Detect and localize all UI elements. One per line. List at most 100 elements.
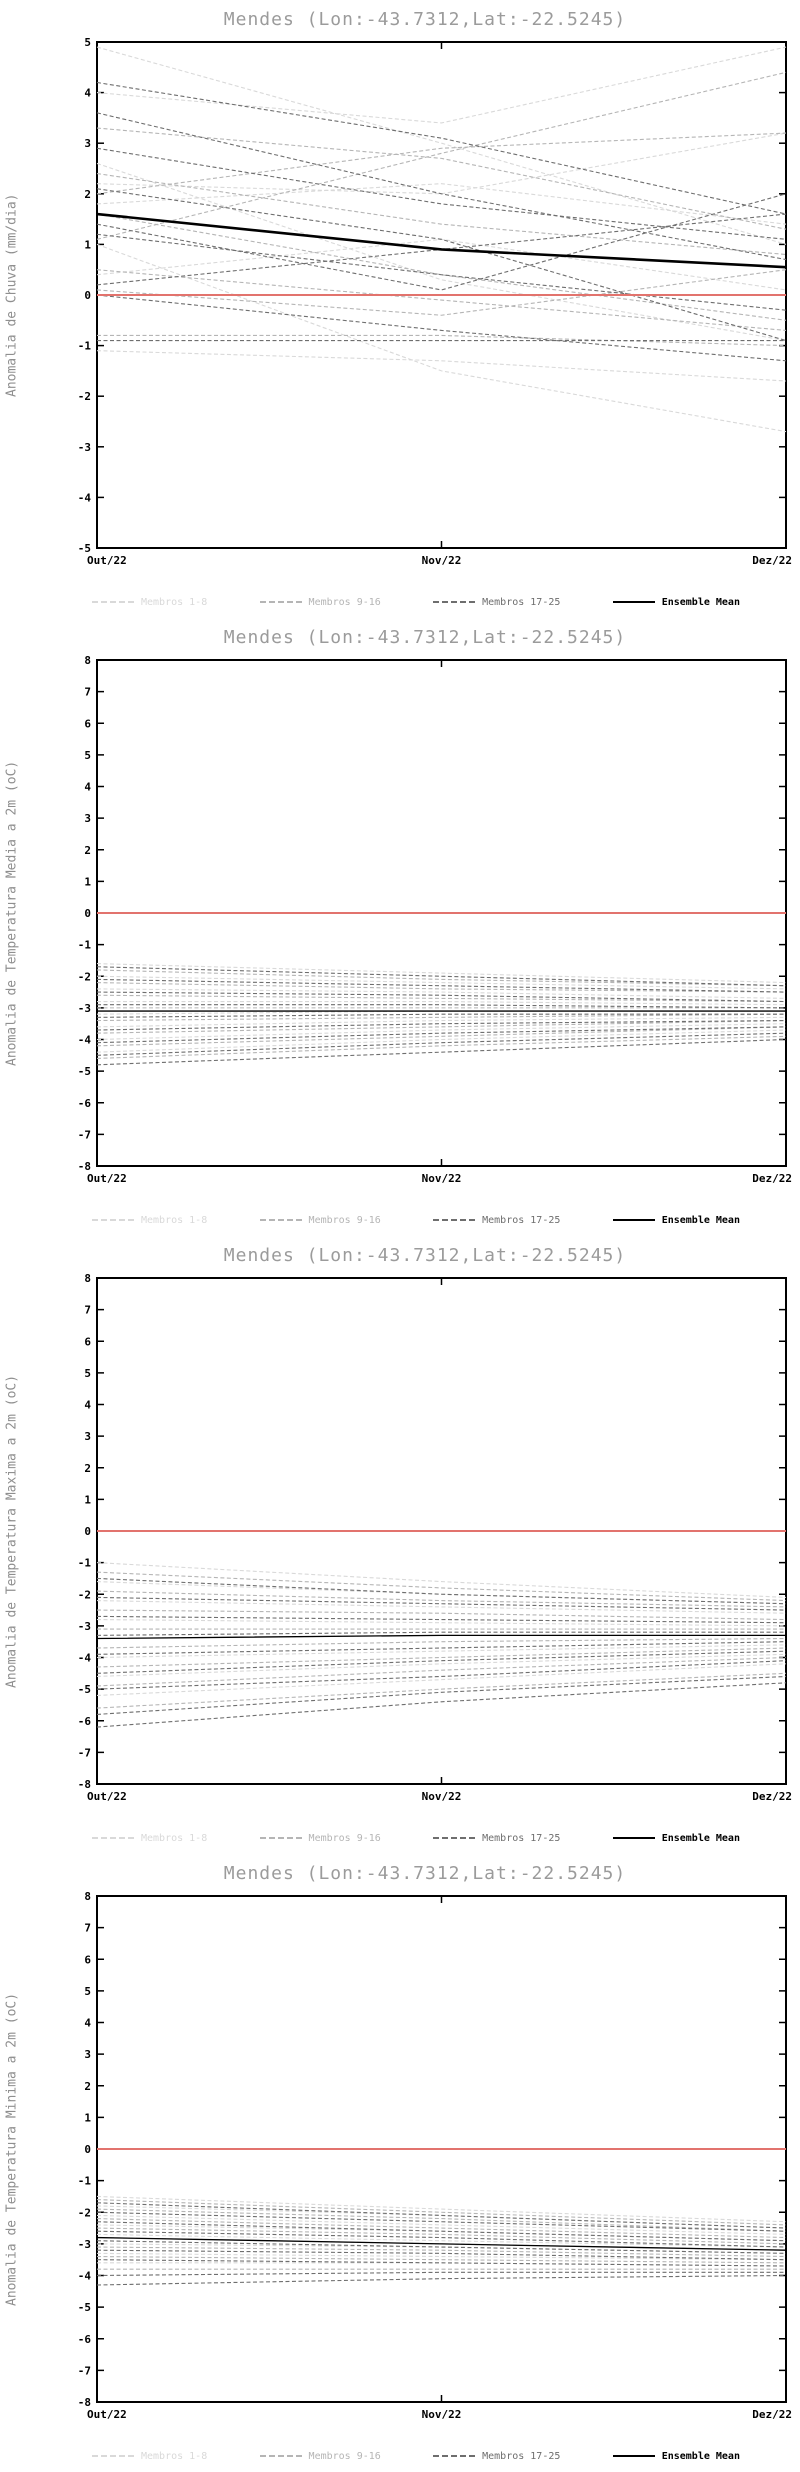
legend-label: Ensemble Mean (661, 2450, 740, 2462)
svg-text:Out/22: Out/22 (87, 2408, 127, 2421)
svg-text:3: 3 (84, 812, 91, 825)
legend-item: Membros 17-25 (433, 1833, 560, 1844)
legend-line-sample (92, 2455, 134, 2457)
svg-text:0: 0 (84, 907, 91, 920)
y-axis-label: Anomalia de Temperatura Minima a 2m (oC) (4, 1992, 20, 2306)
svg-text:-5: -5 (78, 1065, 91, 1078)
legend-label: Membros 9-16 (308, 1832, 381, 1844)
legend-label: Membros 1-8 (141, 1832, 208, 1844)
svg-text:2: 2 (84, 188, 91, 201)
legend-line-sample (612, 1219, 655, 1221)
svg-text:5: 5 (84, 1367, 91, 1380)
svg-text:8: 8 (84, 1890, 91, 1903)
svg-text:-3: -3 (78, 1620, 91, 1633)
svg-text:-2: -2 (78, 970, 91, 983)
legend-item: Ensemble Mean (612, 2450, 740, 2462)
svg-text:7: 7 (84, 1922, 91, 1935)
legend-item: Membros 17-25 (433, 2451, 560, 2462)
svg-text:-6: -6 (78, 2333, 92, 2346)
legend-line-sample (92, 1219, 134, 1221)
chart-title: Mendes (Lon:-43.7312,Lat:-22.5245) (223, 1245, 627, 1266)
svg-text:7: 7 (84, 1304, 91, 1317)
svg-text:-2: -2 (78, 1588, 91, 1601)
legend: Membros 1-8 Membros 9-16 Membros 17-25 E… (0, 1204, 800, 1236)
legend-line-sample (612, 601, 655, 603)
svg-text:-3: -3 (78, 441, 91, 454)
legend-label: Membros 17-25 (482, 596, 561, 608)
svg-text:-5: -5 (78, 542, 91, 555)
legend-item: Membros 9-16 (259, 1214, 381, 1226)
svg-text:4: 4 (84, 87, 91, 100)
legend-item: Ensemble Mean (612, 596, 740, 608)
svg-text:-8: -8 (78, 2396, 91, 2409)
legend-item: Membros 17-25 (433, 1215, 560, 1226)
legend: Membros 1-8 Membros 9-16 Membros 17-25 E… (0, 2440, 800, 2472)
svg-text:-3: -3 (78, 2238, 91, 2251)
legend-item: Membros 1-8 (92, 597, 207, 608)
svg-text:8: 8 (84, 654, 91, 667)
legend-item: Ensemble Mean (612, 1832, 740, 1844)
svg-text:-8: -8 (78, 1160, 91, 1173)
legend-line-sample (433, 601, 476, 603)
plot-area: -8 -7 -6 -5 -4 -3 -2 -1 0 1 2 3 4 5 6 7 8 Out/22 Nov/22 Dez… (78, 1272, 792, 1803)
legend-item: Membros 1-8 (92, 2451, 207, 2462)
svg-text:-7: -7 (78, 1746, 91, 1759)
legend-label: Membros 1-8 (141, 2450, 208, 2462)
legend-label: Membros 1-8 (141, 596, 208, 608)
legend-item: Membros 1-8 (92, 1833, 207, 1844)
legend-label: Membros 9-16 (308, 1214, 381, 1226)
plot-area: -8 -7 -6 -5 -4 -3 -2 -1 0 1 2 3 4 5 6 7 8 Out/22 Nov/22 Dez… (78, 654, 792, 1185)
legend-label: Membros 9-16 (308, 596, 381, 608)
mean-temperature-anomaly-chart: Mendes (Lon:-43.7312,Lat:-22.5245) Anoma… (0, 618, 800, 1236)
legend-label: Ensemble Mean (661, 596, 740, 608)
svg-text:-6: -6 (78, 1715, 92, 1728)
svg-text:-3: -3 (78, 1002, 91, 1015)
chart-title: Mendes (Lon:-43.7312,Lat:-22.5245) (223, 9, 627, 30)
svg-text:1: 1 (84, 1493, 91, 1506)
legend-line-sample (259, 1837, 302, 1839)
svg-text:-2: -2 (78, 2206, 91, 2219)
svg-text:6: 6 (84, 1953, 91, 1966)
svg-text:-7: -7 (78, 2364, 91, 2377)
svg-text:1: 1 (84, 2111, 91, 2124)
svg-text:-8: -8 (78, 1778, 91, 1791)
svg-text:2: 2 (84, 2080, 91, 2093)
svg-text:1: 1 (84, 875, 91, 888)
legend-item: Membros 9-16 (259, 2450, 381, 2462)
svg-text:Dez/22: Dez/22 (752, 2408, 792, 2421)
legend-label: Ensemble Mean (661, 1832, 740, 1844)
legend-line-sample (92, 1837, 134, 1839)
svg-text:1: 1 (84, 238, 91, 251)
legend-label: Membros 17-25 (482, 1214, 561, 1226)
svg-text:-5: -5 (78, 1683, 91, 1696)
svg-text:-1: -1 (78, 340, 92, 353)
legend-item: Ensemble Mean (612, 1215, 740, 1226)
legend-line-sample (259, 601, 302, 603)
y-axis-label: Anomalia de Temperatura Media a 2m (oC) (4, 760, 20, 1066)
y-axis-label: Anomalia de Temperatura Maxima a 2m (oC) (4, 1374, 20, 1688)
svg-text:-1: -1 (78, 2175, 92, 2188)
svg-text:Nov/22: Nov/22 (422, 1790, 462, 1803)
legend-line-sample (259, 2455, 302, 2457)
chart-title: Mendes (Lon:-43.7312,Lat:-22.5245) (223, 627, 627, 648)
svg-text:3: 3 (84, 2048, 91, 2061)
svg-text:-2: -2 (78, 390, 91, 403)
svg-text:2: 2 (84, 1462, 91, 1475)
svg-text:8: 8 (84, 1272, 91, 1285)
legend-line-sample (433, 1219, 476, 1221)
svg-text:0: 0 (84, 1525, 91, 1538)
legend-label: Membros 9-16 (308, 2450, 381, 2462)
svg-text:Out/22: Out/22 (87, 1790, 127, 1803)
svg-text:-6: -6 (78, 1097, 92, 1110)
svg-text:-4: -4 (78, 1652, 92, 1665)
legend-line-sample (433, 2455, 476, 2457)
legend-line-sample (259, 1219, 302, 1221)
svg-text:5: 5 (84, 749, 91, 762)
svg-text:-4: -4 (78, 1034, 92, 1047)
legend-item: Membros 9-16 (259, 596, 381, 608)
svg-text:6: 6 (84, 1335, 91, 1348)
svg-text:0: 0 (84, 2143, 91, 2156)
svg-text:5: 5 (84, 36, 91, 49)
legend-line-sample (433, 1837, 476, 1839)
svg-text:Dez/22: Dez/22 (752, 1172, 792, 1185)
